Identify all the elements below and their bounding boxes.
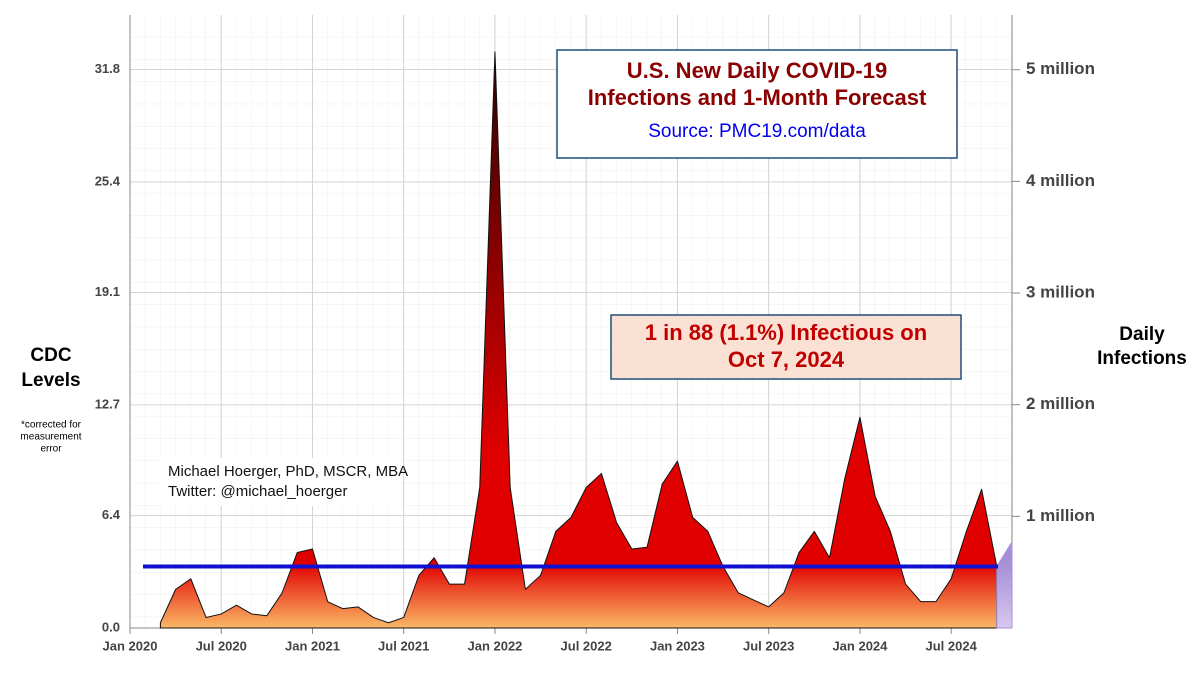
title-box xyxy=(556,49,958,159)
y-axis-note: *corrected for xyxy=(21,420,82,431)
x-tick-label: Jul 2022 xyxy=(561,638,612,653)
y-tick-label: 0.0 xyxy=(102,619,120,634)
y-axis-note: error xyxy=(40,444,62,455)
annotation-box xyxy=(610,314,962,380)
author: Michael Hoerger, PhD, MSCR, MBA xyxy=(168,463,408,480)
y-tick-label: 25.4 xyxy=(95,173,121,188)
subtitle: Source: PMC19.com/data xyxy=(648,121,866,142)
y-axis-label: CDC xyxy=(30,345,71,366)
x-tick-label: Jul 2024 xyxy=(926,638,978,653)
x-tick-label: Jul 2021 xyxy=(378,638,429,653)
author-box xyxy=(160,458,400,506)
y-axis-label: Levels xyxy=(21,370,80,391)
area xyxy=(996,541,1013,629)
x-tick-label: Jul 2023 xyxy=(743,638,794,653)
chart-title: Infections and 1-Month Forecast xyxy=(588,85,927,110)
x-tick-label: Jan 2023 xyxy=(650,638,705,653)
y-tick-label: 19.1 xyxy=(95,284,120,299)
chart-title: U.S. New Daily COVID-19 xyxy=(627,58,887,83)
y-tick-label: 31.8 xyxy=(95,61,120,76)
annotation: 1 in 88 (1.1%) Infectious on xyxy=(645,320,927,345)
y2-tick-label: 2 million xyxy=(1026,394,1095,413)
y-tick-label: 12.7 xyxy=(95,396,120,411)
x-tick-label: Jan 2022 xyxy=(467,638,522,653)
annotation: Oct 7, 2024 xyxy=(728,347,845,372)
y-tick-label: 6.4 xyxy=(102,507,121,522)
y2-axis-label: Daily xyxy=(1119,324,1165,345)
x-tick-label: Jan 2021 xyxy=(285,638,340,653)
y2-tick-label: 5 million xyxy=(1026,59,1095,78)
y2-axis-label: Infections xyxy=(1097,348,1187,369)
y-axis-note: measurement xyxy=(20,432,81,443)
grid: 0.0 6.4 12.7 19.1 25.4 31.8 1 million 2 million… xyxy=(95,15,1095,653)
y2-tick-label: 1 million xyxy=(1026,506,1095,525)
y2-tick-label: 4 million xyxy=(1026,171,1095,190)
x-tick-label: Jul 2020 xyxy=(196,638,247,653)
labels: U.S. New Daily COVID-19 Infections and 1… xyxy=(20,49,1187,506)
x-tick-label: Jan 2024 xyxy=(832,638,888,653)
y2-tick-label: 3 million xyxy=(1026,283,1095,302)
author: Twitter: @michael_hoerger xyxy=(168,483,347,500)
marks xyxy=(143,51,1013,629)
x-tick-label: Jan 2020 xyxy=(103,638,158,653)
